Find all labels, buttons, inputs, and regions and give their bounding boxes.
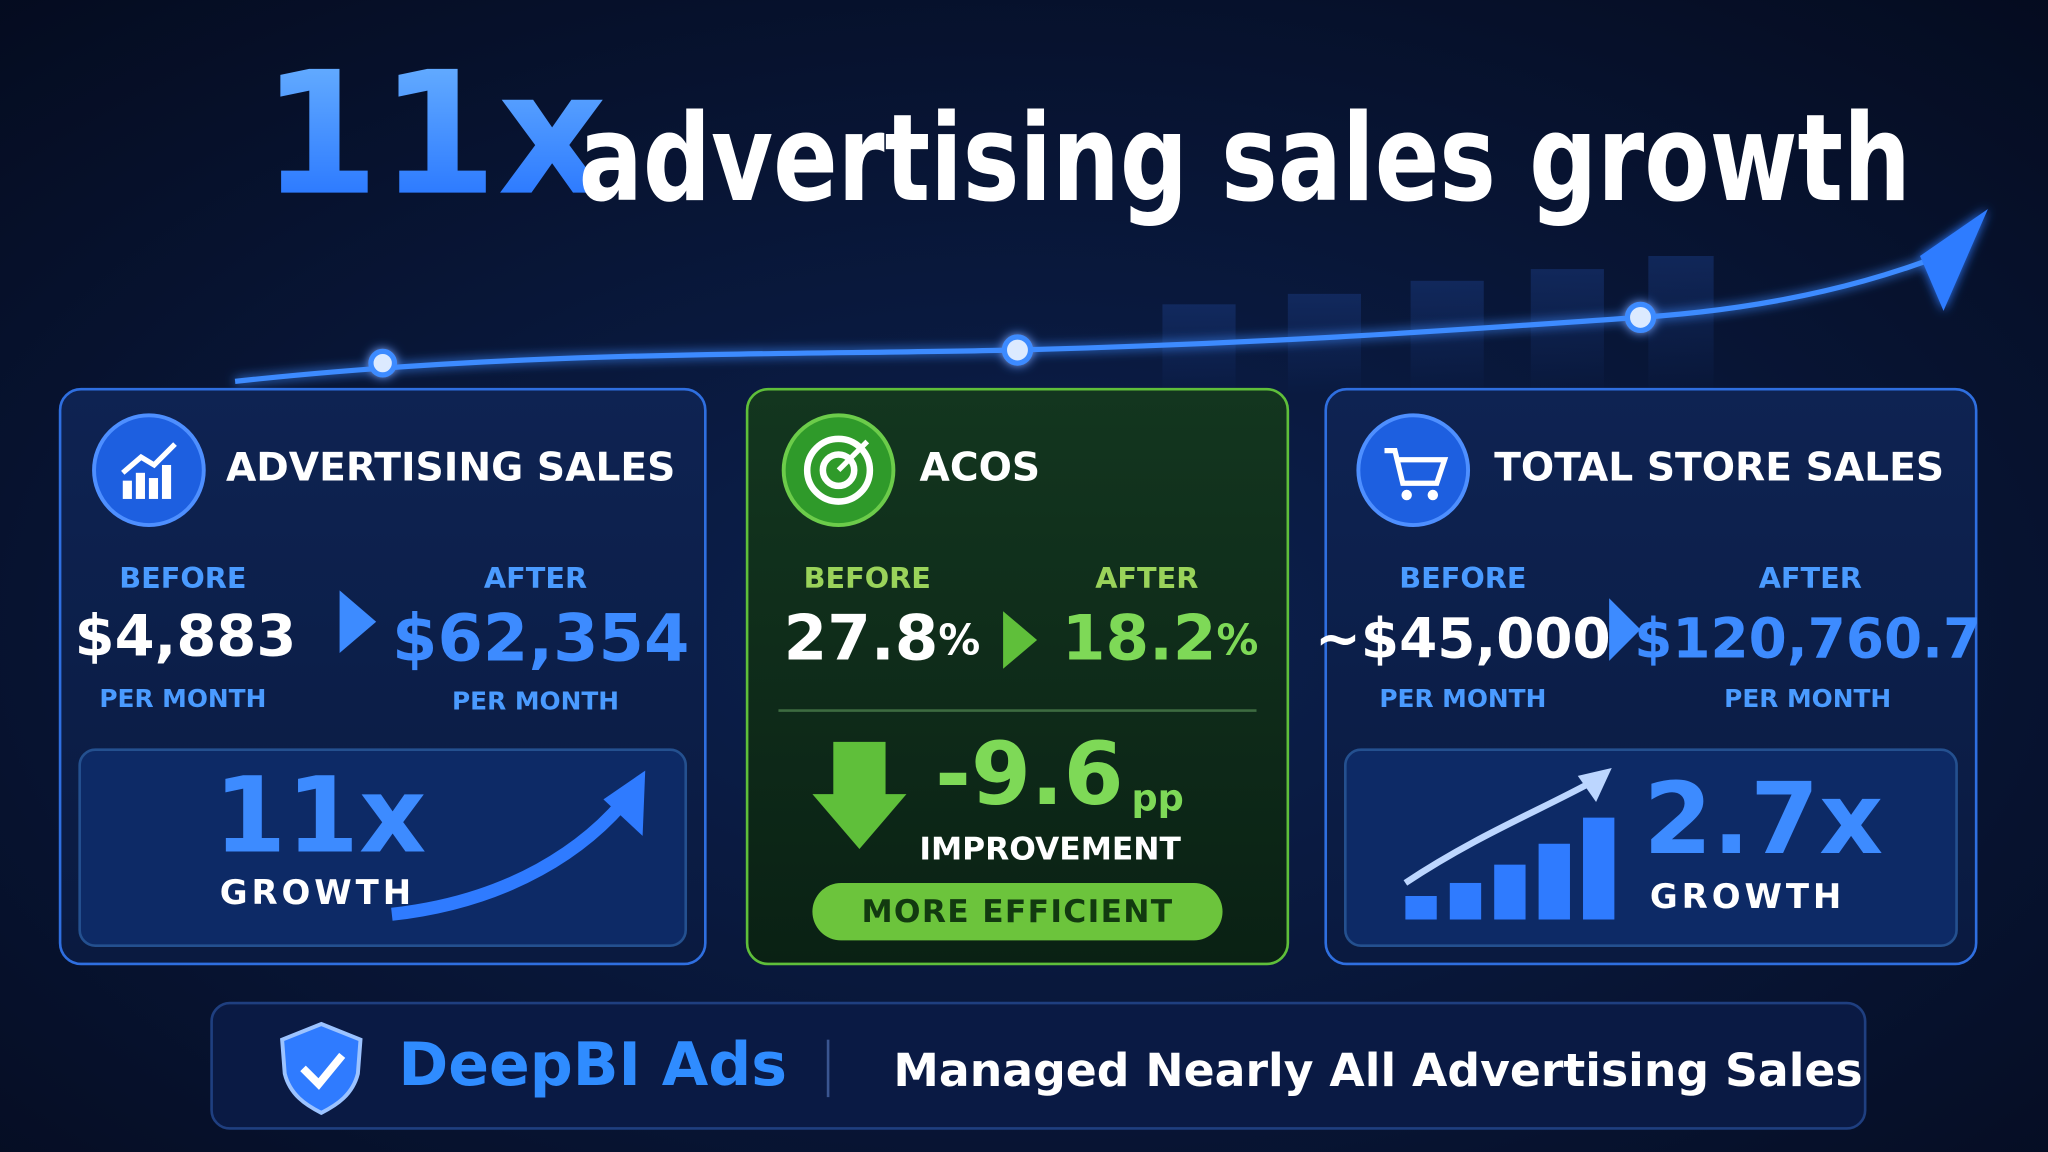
tagline: Managed Nearly All Advertising Sales xyxy=(893,1044,1862,1097)
before-label: BEFORE xyxy=(804,561,931,595)
after-suffix: % xyxy=(1217,615,1259,664)
growth-value: 2.7x xyxy=(1643,762,1883,877)
growth-value: 11x xyxy=(214,755,427,877)
after-label: AFTER xyxy=(1759,561,1862,595)
card-title: ADVERTISING SALES xyxy=(226,446,675,491)
brand: DeepBI Ads xyxy=(398,1030,787,1100)
before-label: BEFORE xyxy=(119,561,246,595)
after-unit: PER MONTH xyxy=(1724,684,1891,713)
badge: MORE EFFICIENT xyxy=(861,894,1173,930)
after-value: $62,354 xyxy=(392,601,689,677)
card-title: ACOS xyxy=(920,446,1041,491)
after-unit: PER MONTH xyxy=(452,687,619,716)
before-unit: PER MONTH xyxy=(1379,684,1546,713)
before-number: 27.8 xyxy=(784,602,939,675)
after-value: 18.2% xyxy=(1062,602,1259,675)
before-unit: PER MONTH xyxy=(99,684,266,713)
change-value: -9.6 xyxy=(935,725,1123,825)
before-label: BEFORE xyxy=(1399,561,1526,595)
growth-label: GROWTH xyxy=(220,873,415,913)
growth-label: GROWTH xyxy=(1650,877,1845,917)
before-value: ~$45,000 xyxy=(1315,607,1611,671)
card-advertising-sales: ADVERTISING SALES BEFORE $4,883 PER MONT… xyxy=(58,387,707,966)
before-value: 27.8% xyxy=(784,602,981,675)
after-label: AFTER xyxy=(1095,561,1198,595)
before-value: $4,883 xyxy=(75,603,297,670)
after-number: 18.2 xyxy=(1062,602,1217,675)
footer: DeepBI Ads Managed Nearly All Advertisin… xyxy=(210,1001,1867,1130)
card-total-store-sales: TOTAL STORE SALES BEFORE ~$45,000 PER MO… xyxy=(1315,387,1981,966)
after-value: $120,760.7 xyxy=(1634,607,1981,671)
before-suffix: % xyxy=(938,615,980,664)
change-label: IMPROVEMENT xyxy=(919,831,1181,867)
after-label: AFTER xyxy=(484,561,587,595)
change: -9.6 pp xyxy=(935,725,1184,825)
change-unit: pp xyxy=(1131,776,1183,819)
card-title: TOTAL STORE SALES xyxy=(1494,446,1944,491)
background-bars xyxy=(1162,256,1714,396)
growth-curve xyxy=(234,208,1988,384)
title-highlight: 11x xyxy=(261,36,607,234)
title-text: advertising sales growth xyxy=(579,89,1911,229)
card-acos: ACOS BEFORE 27.8% AFTER 18.2% -9.6 pp IMP… xyxy=(745,387,1290,966)
